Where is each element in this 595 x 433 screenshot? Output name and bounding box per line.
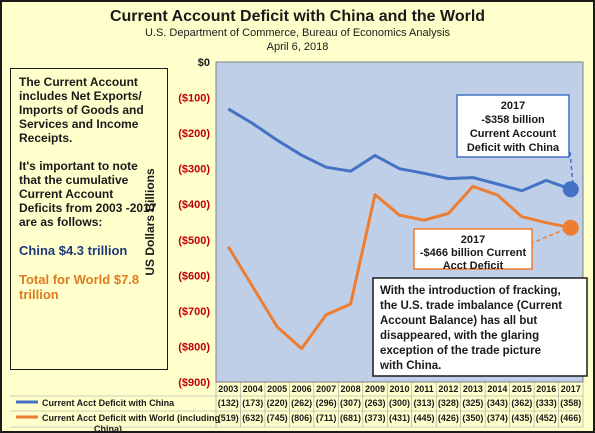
callout-connector [529,228,565,245]
data-table-value: (333) [536,398,557,408]
fracking-callout-text: With the introduction of fracking, [380,285,561,297]
data-table-value: (220) [267,398,288,408]
data-table-value: (362) [511,398,532,408]
data-table-value: (263) [365,398,386,408]
world-callout-text: 2017 [461,234,485,246]
x-tick-label: 2004 [243,384,263,394]
data-table-value: (350) [462,413,483,423]
fracking-callout-text: disappeared, with the glaring [380,330,539,342]
x-tick-label: 2010 [389,384,409,394]
series-line [226,184,572,351]
x-tick-label: 2016 [536,384,556,394]
data-table-value: (300) [389,398,410,408]
info-sidebox: The Current Account includes Net Exports… [10,68,168,370]
fracking-callout-text: the U.S. trade imbalance (Current [380,300,562,312]
data-table-value: (328) [438,398,459,408]
sidebox-note: It's important to note that the cumulati… [19,159,157,229]
y-tick-label: ($300) [178,164,210,176]
data-table-value: (435) [511,413,532,423]
x-tick-label: 2013 [463,384,483,394]
x-tick-label: 2017 [561,384,581,394]
series-end-marker [562,219,579,236]
data-table-value: (806) [291,413,312,423]
data-table-value: (431) [389,413,410,423]
x-tick-label: 2009 [365,384,385,394]
series-end-marker [562,181,579,198]
sidebox-definition: The Current Account includes Net Exports… [19,75,144,145]
x-tick-label: 2008 [341,384,361,394]
x-tick-label: 2011 [414,384,434,394]
china-callout-text: Deficit with China [467,142,560,154]
data-table-value: (681) [340,413,361,423]
china-callout-text: -$358 billion [481,114,545,126]
y-tick-label: ($600) [178,270,210,282]
y-tick-label: ($700) [178,306,210,318]
data-table-value: (173) [242,398,263,408]
y-tick-label: ($100) [178,93,210,105]
fracking-callout-text: with China. [379,360,441,372]
x-tick-label: 2007 [316,384,336,394]
data-table-value: (373) [365,413,386,423]
data-table-value: (313) [413,398,434,408]
sidebox-china-total: China $4.3 trillion [19,243,128,258]
x-tick-label: 2014 [487,384,507,394]
china-callout-text: Current Account [470,128,557,140]
world-callout-text: -$466 billion Current [420,247,527,259]
x-tick-label: 2005 [267,384,287,394]
data-table-value: (296) [316,398,337,408]
x-tick-label: 2006 [292,384,312,394]
data-table-value: (325) [462,398,483,408]
fracking-callout-text: exception of the trade picture [380,345,541,357]
data-table-value: (632) [242,413,263,423]
y-tick-label: ($200) [178,128,210,140]
data-table-value: (358) [560,398,581,408]
y-tick-label: ($400) [178,199,210,211]
x-tick-label: 2003 [218,384,238,394]
y-axis-label: US Dollars Billions [143,168,157,276]
data-table-value: (262) [291,398,312,408]
data-table-value: (307) [340,398,361,408]
y-tick-label: ($900) [178,377,210,389]
data-table-value: (132) [218,398,239,408]
data-table-value: (519) [218,413,239,423]
series-line [227,107,572,193]
x-tick-label: 2012 [438,384,458,394]
data-table-value: (745) [267,413,288,423]
legend-label-world: Current Acct Deficit with World (includi… [42,413,220,431]
china-callout [456,94,570,158]
legend-label-china: Current Acct Deficit with China [42,398,175,408]
data-table-value: (445) [413,413,434,423]
data-table-value: (711) [316,413,337,423]
data-table-value: (466) [560,413,581,423]
china-callout-text: 2017 [501,100,525,112]
chart-subtitle-source: U.S. Department of Commerce, Bureau of E… [144,27,451,39]
data-table-value: (374) [487,413,508,423]
callout-connector [569,151,574,183]
fracking-callout-text: Account Balance) has all but [380,315,537,327]
chart-title: Current Account Deficit with China and t… [109,8,486,25]
y-tick-label: ($500) [178,235,210,247]
data-table-value: (343) [487,398,508,408]
world-callout [413,228,533,270]
sidebox-world-total: Total for World $7.8 trillion [19,272,140,302]
data-table-value: (452) [536,413,557,423]
fracking-callout [372,277,588,377]
y-tick-label: $0 [198,57,210,69]
data-table-value: (426) [438,413,459,423]
x-tick-label: 2015 [512,384,532,394]
chart-subtitle-date: April 6, 2018 [266,41,329,53]
world-callout-text: Acct Deficit [443,260,504,272]
y-tick-label: ($800) [178,341,210,353]
